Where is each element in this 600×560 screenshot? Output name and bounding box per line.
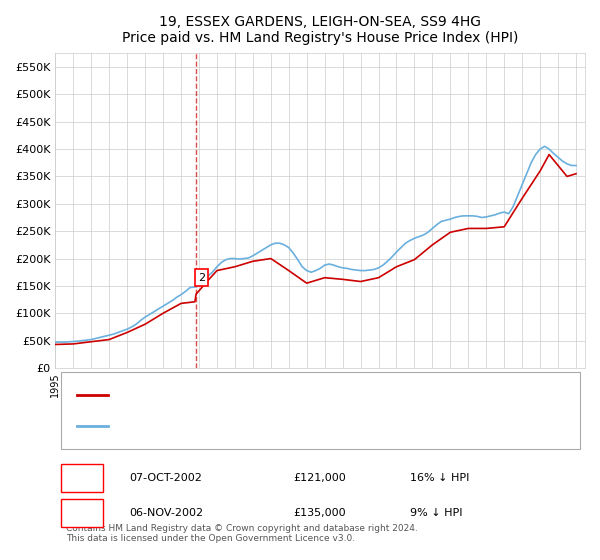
Text: 06-NOV-2002: 06-NOV-2002 [130, 508, 203, 518]
FancyBboxPatch shape [61, 371, 580, 450]
Text: 9% ↓ HPI: 9% ↓ HPI [410, 508, 463, 518]
Text: 2: 2 [198, 273, 205, 283]
Text: 07-OCT-2002: 07-OCT-2002 [130, 473, 202, 483]
Title: 19, ESSEX GARDENS, LEIGH-ON-SEA, SS9 4HG
Price paid vs. HM Land Registry's House: 19, ESSEX GARDENS, LEIGH-ON-SEA, SS9 4HG… [122, 15, 518, 45]
FancyBboxPatch shape [61, 499, 103, 528]
FancyBboxPatch shape [61, 464, 103, 492]
Text: HPI: Average price, semi-detached house, Southend-on-Sea: HPI: Average price, semi-detached house,… [119, 422, 431, 431]
Text: 1: 1 [79, 473, 85, 483]
Text: 16% ↓ HPI: 16% ↓ HPI [410, 473, 470, 483]
Text: 19, ESSEX GARDENS, LEIGH-ON-SEA, SS9 4HG (semi-detached house): 19, ESSEX GARDENS, LEIGH-ON-SEA, SS9 4HG… [119, 390, 484, 399]
Text: £121,000: £121,000 [293, 473, 346, 483]
Text: 2: 2 [78, 508, 85, 518]
Text: Contains HM Land Registry data © Crown copyright and database right 2024.
This d: Contains HM Land Registry data © Crown c… [66, 524, 418, 543]
Text: £135,000: £135,000 [293, 508, 346, 518]
